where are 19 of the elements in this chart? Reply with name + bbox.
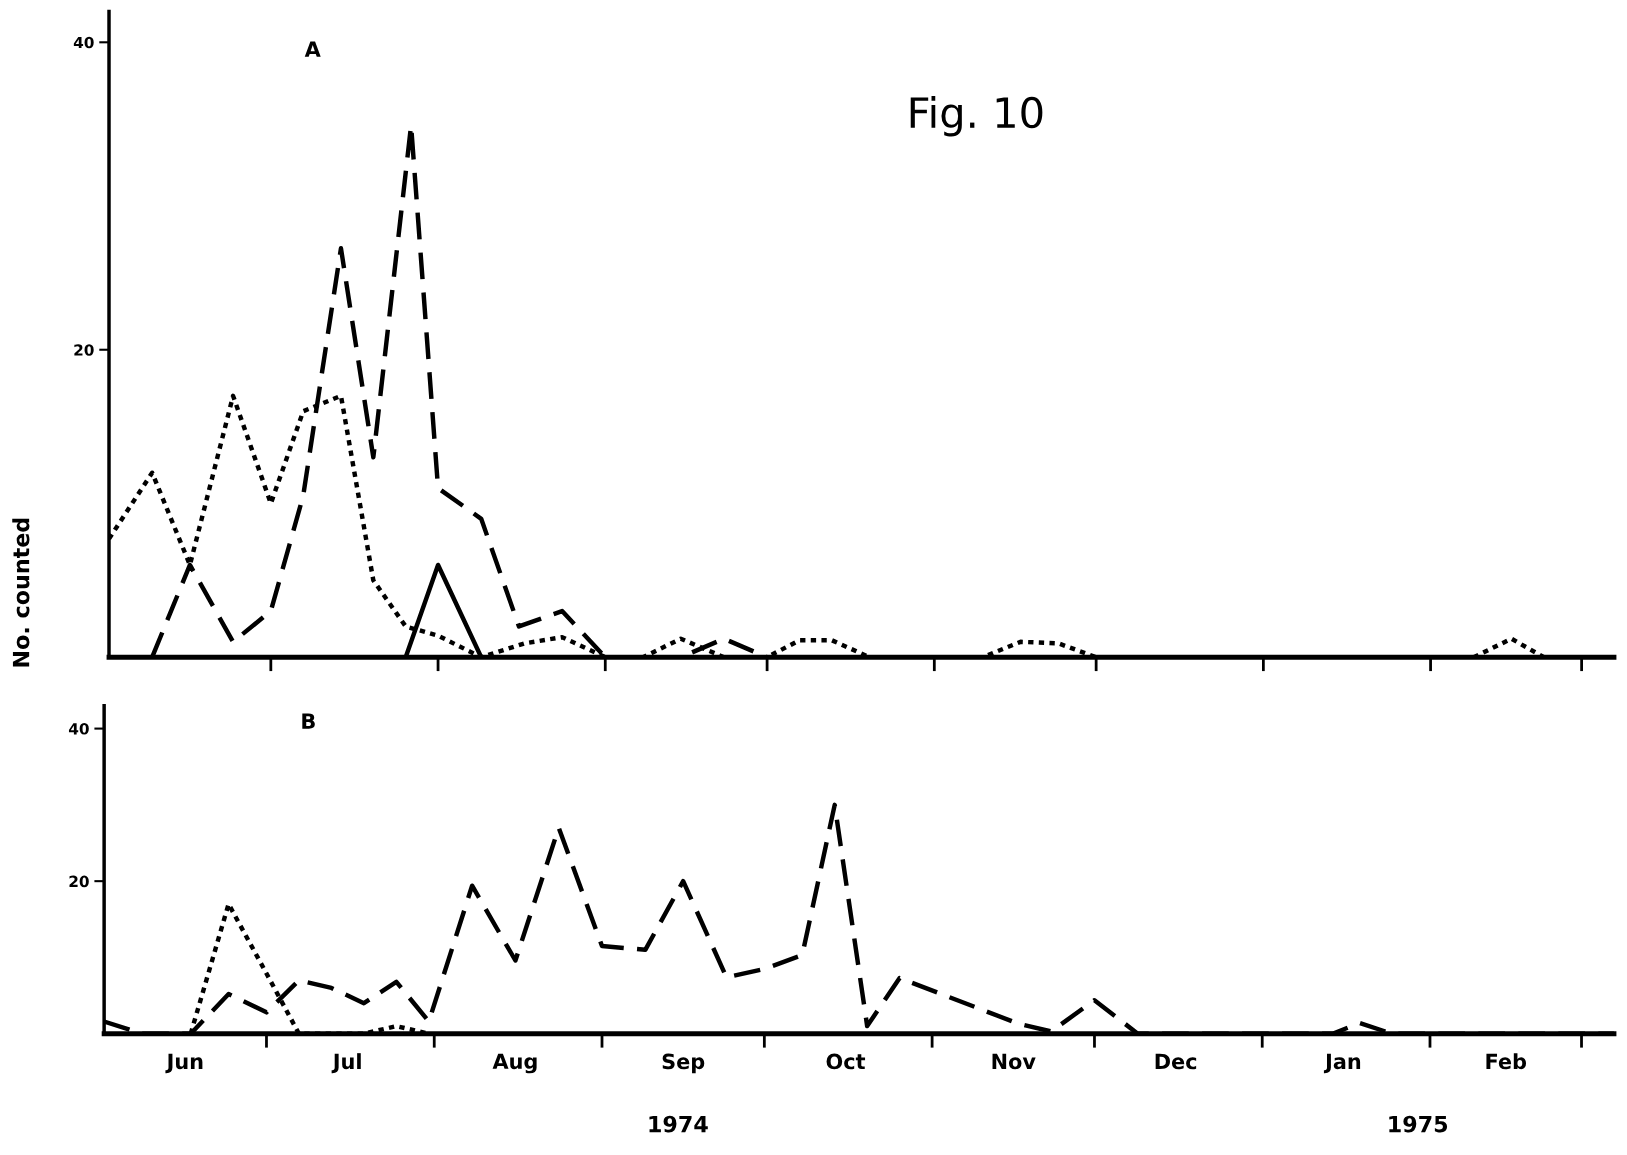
x-tick-label: Nov <box>992 1053 1036 1070</box>
x-tick-label: Oct <box>826 1053 866 1070</box>
y-tick-label: 40 <box>73 36 94 49</box>
x-tick-label: Sep <box>662 1053 705 1074</box>
x-tick-label: Jun <box>165 1053 203 1074</box>
y-tick-label: 40 <box>68 723 89 735</box>
y-axis-title: No. counted <box>12 518 30 667</box>
x-tick-label: Feb <box>1486 1053 1527 1070</box>
text: 1975 <box>1389 1115 1448 1133</box>
text: 1974 <box>649 1115 708 1133</box>
x-tick-label: Jan <box>1323 1053 1361 1074</box>
x-tick-label: Jul <box>331 1053 361 1074</box>
x-tick-label: Dec <box>1155 1053 1197 1070</box>
x-tick-label: Aug <box>492 1053 537 1074</box>
chart-title: B <box>302 713 315 729</box>
y-tick-label: 20 <box>74 344 94 356</box>
text: Fig. 10 <box>910 96 1043 137</box>
y-tick-label: 20 <box>69 875 89 888</box>
text: A <box>304 41 321 57</box>
